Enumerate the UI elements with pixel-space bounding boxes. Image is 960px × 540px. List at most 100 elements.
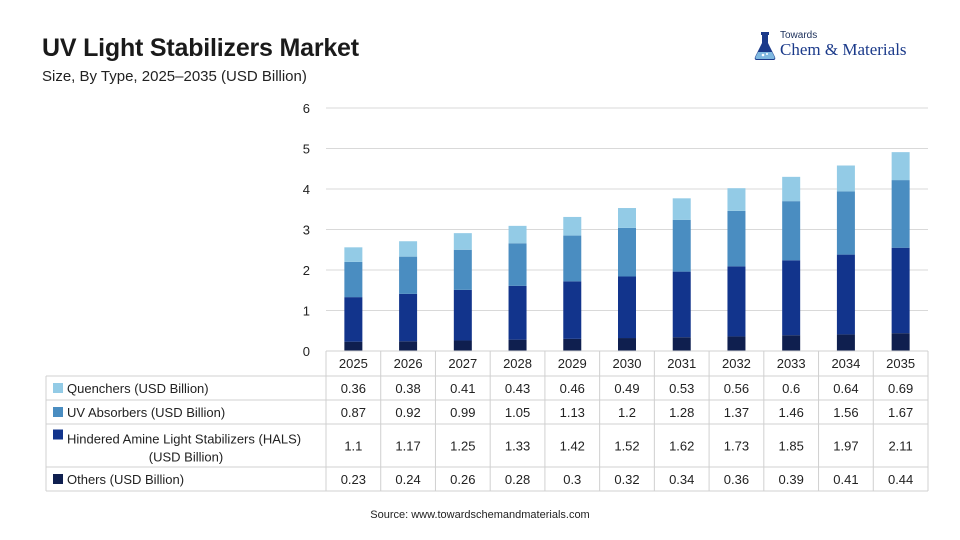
data-label: 1.46 bbox=[779, 405, 804, 420]
data-label: 0.41 bbox=[450, 381, 475, 396]
bar-segment bbox=[453, 233, 472, 250]
bar-segment bbox=[508, 285, 527, 340]
data-label: 1.37 bbox=[724, 405, 749, 420]
data-label: 0.69 bbox=[888, 381, 913, 396]
legend-label: Quenchers (USD Billion) bbox=[67, 381, 209, 396]
data-label: 1.73 bbox=[724, 439, 749, 454]
data-label: 0.87 bbox=[341, 405, 366, 420]
bar-segment bbox=[453, 340, 472, 351]
data-label: 1.05 bbox=[505, 405, 530, 420]
bar-segment bbox=[836, 191, 855, 255]
data-label: 0.36 bbox=[341, 381, 366, 396]
data-label: 0.64 bbox=[833, 381, 858, 396]
data-label: 0.28 bbox=[505, 472, 530, 487]
data-label: 0.53 bbox=[669, 381, 694, 396]
y-tick-label: 5 bbox=[303, 142, 310, 157]
data-label: 0.38 bbox=[395, 381, 420, 396]
data-label: 1.25 bbox=[450, 439, 475, 454]
data-label: 1.1 bbox=[344, 439, 362, 454]
flask-logo-icon bbox=[754, 32, 776, 60]
data-label: 1.42 bbox=[560, 439, 585, 454]
legend-label: Others (USD Billion) bbox=[67, 472, 184, 487]
chart-subtitle: Size, By Type, 2025–2035 (USD Billion) bbox=[42, 68, 307, 85]
bar-segment bbox=[399, 241, 418, 257]
bar-segment bbox=[508, 225, 527, 244]
bar-segment bbox=[344, 297, 363, 342]
data-label: 1.17 bbox=[395, 439, 420, 454]
y-tick-label: 1 bbox=[303, 304, 310, 319]
bar-segment bbox=[563, 338, 582, 351]
data-label: 0.24 bbox=[395, 472, 420, 487]
legend-label: Hindered Amine Light Stabilizers (HALS) bbox=[67, 432, 301, 447]
chart-title: UV Light Stabilizers Market bbox=[42, 34, 359, 62]
bar-segment bbox=[782, 260, 801, 336]
x-tick-label: 2027 bbox=[448, 356, 477, 371]
bar-segment bbox=[672, 198, 691, 220]
data-label: 0.99 bbox=[450, 405, 475, 420]
logo-main-text: Chem & Materials bbox=[780, 40, 907, 59]
data-label: 0.3 bbox=[563, 472, 581, 487]
data-label: 0.41 bbox=[833, 472, 858, 487]
bar-segment bbox=[727, 336, 746, 351]
data-label: 0.32 bbox=[614, 472, 639, 487]
data-label: 0.26 bbox=[450, 472, 475, 487]
bar-segment bbox=[399, 341, 418, 351]
bar-segment bbox=[508, 243, 527, 286]
data-label: 0.6 bbox=[782, 381, 800, 396]
data-label: 1.62 bbox=[669, 439, 694, 454]
y-tick-label: 0 bbox=[303, 344, 310, 359]
data-label: 0.39 bbox=[779, 472, 804, 487]
data-label: 0.49 bbox=[614, 381, 639, 396]
data-label: 0.23 bbox=[341, 472, 366, 487]
bar-segment bbox=[399, 293, 418, 342]
x-tick-label: 2030 bbox=[613, 356, 642, 371]
data-label: 1.56 bbox=[833, 405, 858, 420]
bar-segment bbox=[672, 219, 691, 272]
data-label: 0.34 bbox=[669, 472, 694, 487]
bar-segment bbox=[836, 334, 855, 351]
data-label: 1.97 bbox=[833, 439, 858, 454]
bar-segment bbox=[453, 249, 472, 290]
data-label: 0.44 bbox=[888, 472, 913, 487]
y-tick-label: 3 bbox=[303, 223, 310, 238]
bar-segment bbox=[836, 254, 855, 335]
bar-segment bbox=[344, 247, 363, 262]
bar-segment bbox=[782, 335, 801, 351]
bar-segment bbox=[782, 201, 801, 261]
legend-swatch bbox=[53, 429, 63, 440]
bar-segment bbox=[618, 276, 636, 339]
bar-segment bbox=[672, 337, 691, 351]
bar-segment bbox=[727, 188, 746, 211]
bar-segment bbox=[344, 341, 363, 351]
x-tick-label: 2028 bbox=[503, 356, 532, 371]
bar-segment bbox=[344, 261, 363, 298]
bar-segment bbox=[618, 208, 636, 228]
legend-swatch bbox=[53, 407, 63, 417]
bar-segment bbox=[891, 333, 910, 351]
bar-segment bbox=[563, 216, 582, 236]
bar-segment bbox=[891, 180, 910, 248]
bar-segment bbox=[672, 271, 691, 338]
bar-segment bbox=[563, 281, 582, 339]
data-label: 0.43 bbox=[505, 381, 530, 396]
data-label: 0.36 bbox=[724, 472, 749, 487]
x-tick-label: 2025 bbox=[339, 356, 368, 371]
x-tick-label: 2031 bbox=[667, 356, 696, 371]
data-label: 1.2 bbox=[618, 405, 636, 420]
bar-segment bbox=[399, 256, 418, 294]
x-tick-label: 2032 bbox=[722, 356, 751, 371]
source-note: Source: www.towardschemandmaterials.com bbox=[370, 509, 590, 521]
legend-label: (USD Billion) bbox=[149, 450, 223, 465]
bar-segment bbox=[891, 152, 910, 181]
y-tick-label: 2 bbox=[303, 263, 310, 278]
legend-label: UV Absorbers (USD Billion) bbox=[67, 405, 225, 420]
data-label: 2.11 bbox=[888, 439, 912, 454]
bar-segment bbox=[563, 235, 582, 282]
data-label: 1.28 bbox=[669, 405, 694, 420]
legend-swatch bbox=[53, 474, 63, 484]
data-label: 0.56 bbox=[724, 381, 749, 396]
bar-segment bbox=[836, 165, 855, 192]
bar-segment bbox=[727, 266, 746, 337]
bar-segment bbox=[618, 338, 636, 351]
